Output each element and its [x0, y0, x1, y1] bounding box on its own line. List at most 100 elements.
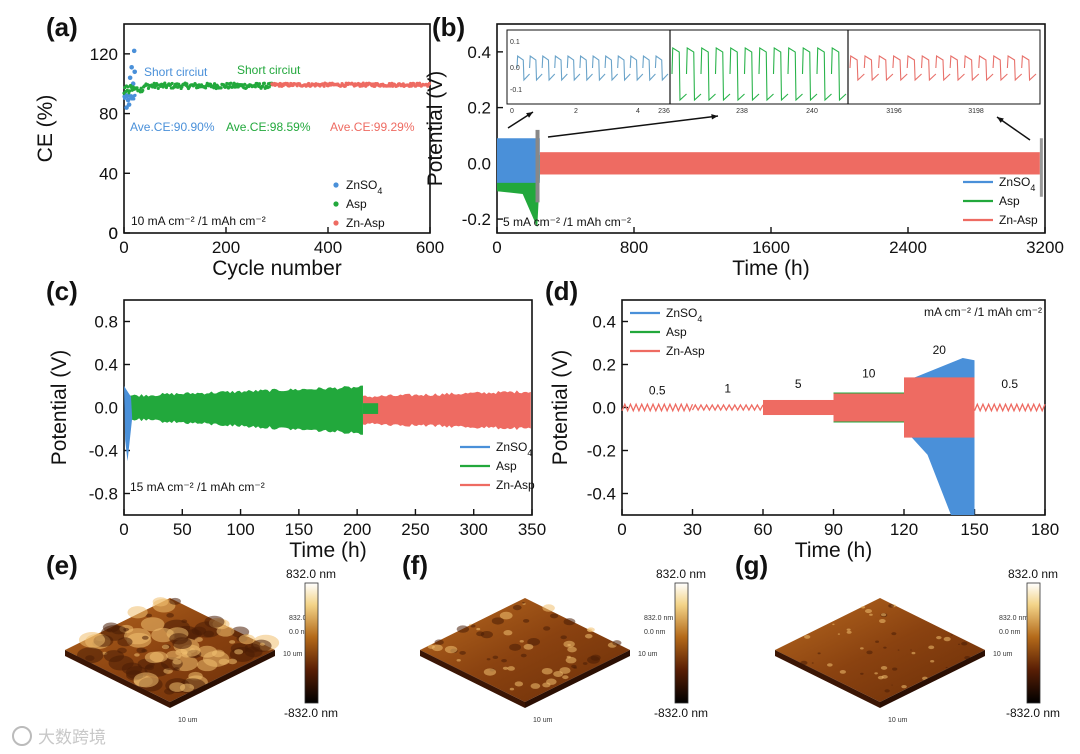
- y-axis-label: Potential (V): [424, 71, 447, 187]
- series-znso4: [122, 48, 138, 110]
- afm-edge: [775, 650, 880, 708]
- legend-label-asp: Asp: [666, 325, 687, 339]
- legend-label-asp: Asp: [496, 459, 517, 473]
- afm-feature: [865, 608, 872, 614]
- y-tick-label: 0.0: [467, 154, 491, 173]
- inset-arrows: [507, 111, 1031, 141]
- afm-feature: [560, 635, 567, 640]
- afm-feature: [804, 634, 811, 639]
- legend-label-znso4: ZnSO4: [666, 306, 702, 324]
- afm-feature: [216, 625, 235, 637]
- watermark-logo-icon: [12, 726, 32, 746]
- afm-feature: [958, 643, 961, 645]
- y-tick-label: -0.8: [89, 485, 118, 504]
- afm-feature: [910, 649, 912, 651]
- afm-panel-f: (f) 832.0 nm 0.0 nm 10 um 10 um 832.0 nm -832.…: [402, 550, 708, 724]
- y-tick-label: -0.2: [462, 210, 491, 229]
- x-tick-label: 150: [285, 520, 313, 539]
- afm-feature: [459, 650, 466, 655]
- series-znasp-band: [539, 152, 1040, 175]
- data-point: [257, 82, 262, 86]
- afm-feature: [519, 639, 524, 643]
- afm-feature: [897, 649, 900, 651]
- afm-feature: [172, 659, 182, 665]
- series-znasp: [270, 81, 431, 89]
- y-tick-label: 80: [99, 105, 118, 124]
- data-point: [128, 89, 132, 93]
- y-tick-label: 120: [90, 45, 118, 64]
- data-point: [125, 88, 129, 93]
- afm-feature: [145, 613, 153, 618]
- afm-feature: [891, 632, 897, 636]
- afm-feature: [884, 689, 890, 693]
- afm-texture: [76, 597, 280, 695]
- data-point: [125, 97, 131, 103]
- afm-feature: [892, 667, 898, 671]
- afm-feature: [144, 651, 164, 664]
- y-tick-label: 0.4: [592, 313, 616, 332]
- series-traces: [497, 129, 1043, 228]
- afm-feature: [563, 640, 575, 648]
- series-traces: [621, 358, 1046, 515]
- afm-feature: [839, 670, 846, 674]
- afm-feature: [512, 604, 522, 611]
- data-point: [243, 82, 247, 86]
- legend-label-znso4: ZnSO4: [346, 178, 382, 196]
- panel-label: (c): [46, 276, 78, 306]
- series-asp-tail: [362, 403, 379, 414]
- y-tick-label: 0: [109, 224, 118, 243]
- afm-feature: [227, 658, 238, 665]
- colorbar-top-label: 832.0 nm: [1008, 567, 1058, 581]
- data-point: [156, 86, 160, 91]
- afm-feature: [930, 659, 935, 663]
- rate-label: 0.5: [649, 384, 666, 398]
- data-point: [146, 86, 151, 90]
- x-tick-label: 800: [620, 238, 648, 257]
- afm-feature: [434, 639, 444, 645]
- afm-z-mid: 0.0 nm: [644, 629, 666, 636]
- afm-feature: [111, 625, 127, 635]
- afm-feature: [503, 630, 513, 636]
- series-asp-band: [129, 385, 363, 435]
- afm-feature: [861, 606, 866, 609]
- y-tick-label: -0.4: [587, 485, 616, 504]
- afm-panel-g: (g) 832.0 nm 0.0 nm 10 um 10 um 832.0 nm -832.…: [735, 550, 1060, 724]
- afm-feature: [543, 626, 551, 631]
- legend-subscript: 4: [377, 186, 382, 196]
- x-tick-label: 0: [617, 520, 626, 539]
- afm-feature: [582, 662, 588, 665]
- afm-feature: [509, 643, 522, 651]
- x-axis-label: Time (h): [732, 257, 809, 280]
- inset-x-tick: 2: [574, 108, 578, 115]
- afm-edge: [525, 650, 630, 708]
- y-tick-label: 0.4: [94, 356, 118, 375]
- legend-marker: [333, 182, 339, 188]
- afm-x-len: 10 um: [638, 651, 658, 658]
- colorbar-bottom-label: -832.0 nm: [654, 706, 708, 720]
- inset-x-tick: 236: [658, 108, 670, 115]
- chart-d: (d)0 30 60 90 120 150 180-0.4-0.20.00.20.4Time…: [545, 276, 1059, 562]
- afm-x-len: 10 um: [283, 651, 303, 658]
- afm-feature: [827, 663, 833, 667]
- arrow-head: [526, 112, 533, 118]
- afm-edge: [420, 650, 525, 708]
- afm-feature: [875, 640, 880, 643]
- inset-x-tick: 240: [806, 108, 818, 115]
- afm-feature: [431, 644, 443, 652]
- y-axis-label: CE (%): [34, 95, 57, 163]
- inset-trace: [516, 54, 669, 82]
- series-znso4-band: [124, 386, 133, 462]
- afm-feature: [901, 685, 907, 689]
- afm-feature: [161, 644, 170, 650]
- afm-feature: [501, 658, 507, 663]
- panel-label: (a): [46, 12, 78, 42]
- data-point: [322, 84, 326, 88]
- afm-feature: [837, 633, 841, 635]
- afm-feature: [522, 602, 525, 604]
- series-traces: [124, 385, 531, 462]
- afm-colorbar: [304, 582, 319, 704]
- afm-feature: [563, 618, 576, 626]
- legend-label-znasp: Zn-Asp: [496, 478, 535, 492]
- data-point: [135, 86, 139, 90]
